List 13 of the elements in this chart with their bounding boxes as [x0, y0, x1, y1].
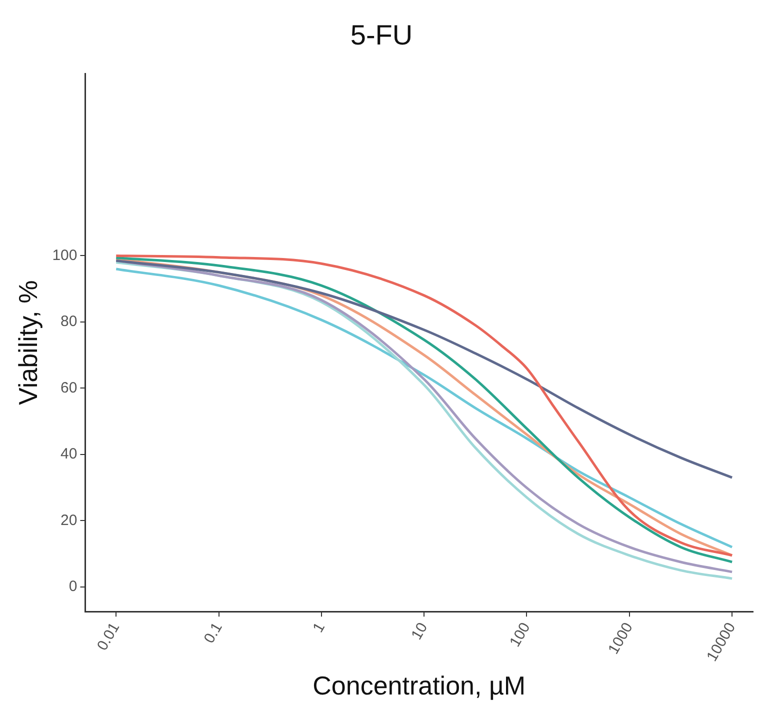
chart-title: 5-FU	[350, 20, 413, 51]
y-axis-title: Viability, %	[12, 280, 43, 406]
y-tick-label: 0	[68, 578, 78, 595]
x-tick-label: 100	[506, 620, 534, 650]
y-tick-label: 100	[52, 246, 78, 264]
y-tick-label: 40	[60, 446, 78, 463]
x-tick-label: 0.1	[200, 620, 226, 646]
y-tick-label: 20	[60, 512, 78, 529]
x-tick-label: 1	[310, 620, 328, 636]
y-tick-label: 80	[60, 313, 78, 330]
x-tick-label: 10	[408, 620, 432, 643]
x-axis-title: Concentration, µM	[312, 670, 526, 701]
y-tick-label: 60	[60, 379, 78, 396]
